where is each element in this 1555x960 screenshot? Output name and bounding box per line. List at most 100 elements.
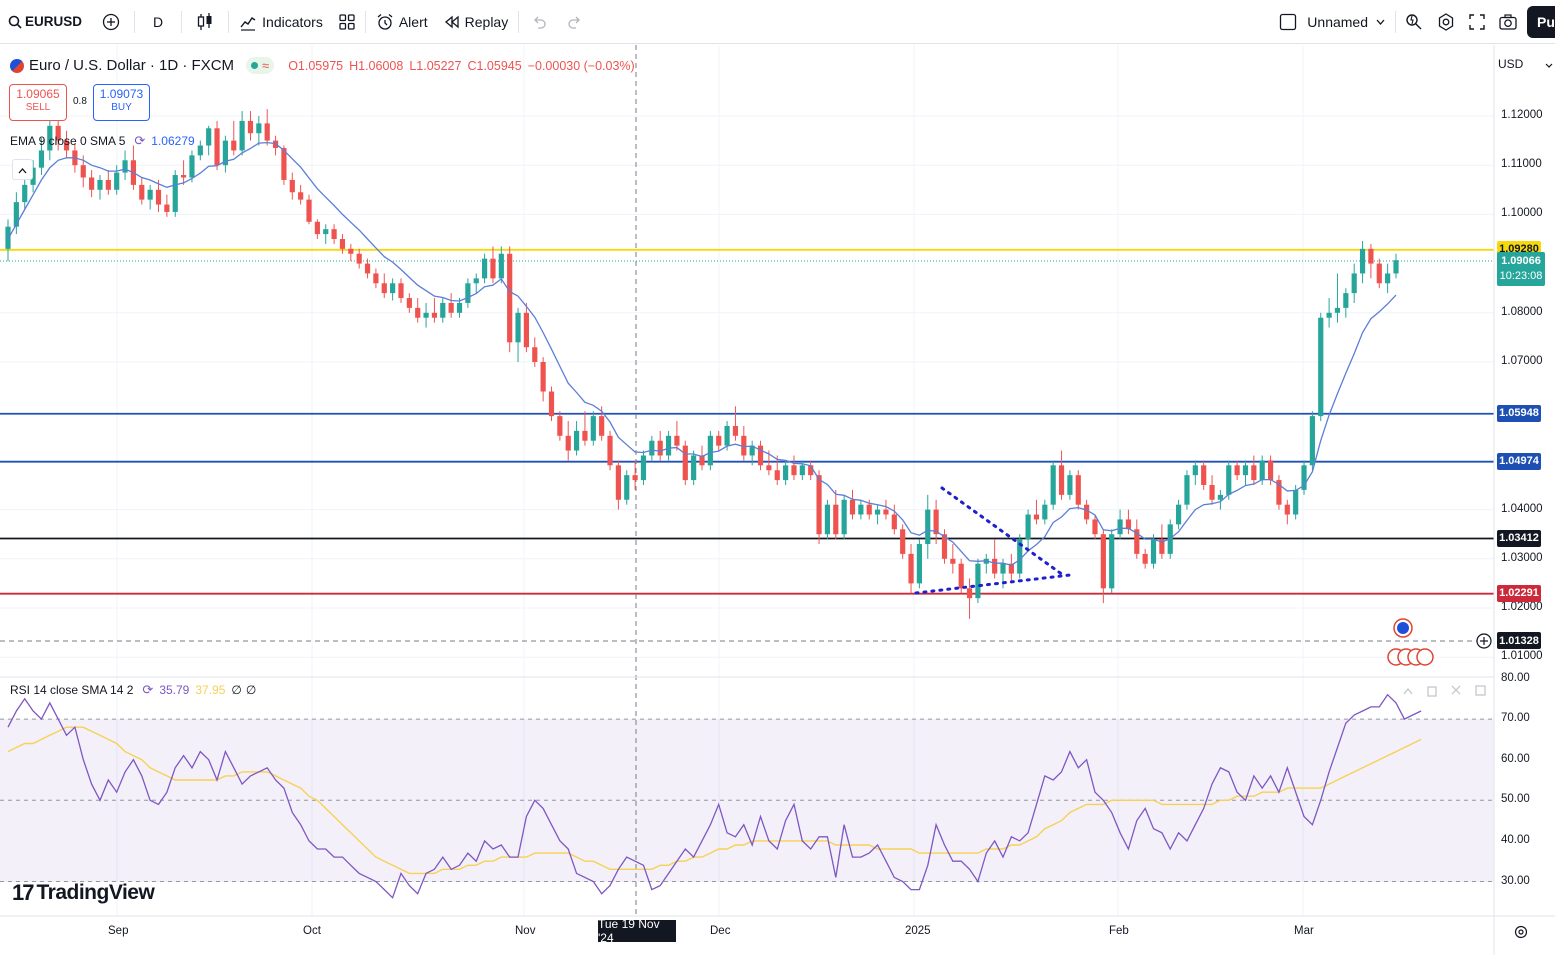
rsi-pane-controls[interactable] <box>1403 685 1486 697</box>
arrow-up-icon[interactable] <box>1403 688 1413 695</box>
layout-checkbox-icon <box>1279 13 1297 31</box>
candle <box>498 246 504 284</box>
candle <box>373 268 379 289</box>
candle <box>247 111 254 141</box>
alert-button[interactable]: Alert <box>368 0 436 44</box>
tradingview-logo[interactable]: 17 TradingView <box>12 880 155 906</box>
economic-events[interactable] <box>1387 618 1434 666</box>
candle <box>139 177 145 205</box>
chart-area[interactable]: Euro / U.S. Dollar · 1D · FXCM ≈ O1.0597… <box>0 45 1555 955</box>
axis-settings-button[interactable] <box>1514 925 1528 944</box>
settings-button[interactable] <box>1430 0 1462 44</box>
symbol-title[interactable]: Euro / U.S. Dollar · 1D · FXCM <box>29 57 235 74</box>
publish-button[interactable]: Pu <box>1527 6 1555 38</box>
rsi-legend[interactable]: RSI 14 close SMA 14 2 ⟳ 35.79 37.95 ∅ ∅ <box>10 682 256 698</box>
chevron-down-icon <box>1376 19 1385 25</box>
candle <box>1017 534 1023 579</box>
candle <box>515 307 521 362</box>
ema-legend[interactable]: EMA 9 close 0 SMA 5 ⟳ 1.06279 <box>10 133 195 149</box>
candle <box>22 175 28 210</box>
candle <box>557 411 563 441</box>
snapshot-button[interactable] <box>1492 0 1527 44</box>
quick-search-button[interactable] <box>1398 0 1430 44</box>
undo-button[interactable] <box>521 0 557 44</box>
symbol-search[interactable]: EURUSD <box>0 0 90 44</box>
candle <box>582 411 588 446</box>
last-price-tag: 1.09066 10:23:08 <box>1497 252 1545 286</box>
candle <box>130 145 137 190</box>
redo-button[interactable] <box>557 0 593 44</box>
toolbar-divider <box>518 10 520 33</box>
horizontal-levels <box>0 248 1494 595</box>
candle <box>189 150 195 183</box>
candle <box>197 140 203 161</box>
currency-selector[interactable]: USD <box>1498 57 1553 71</box>
rsi-sma-line <box>7 726 1422 875</box>
price-axis-label: 1.11000 <box>1501 158 1542 171</box>
sell-button[interactable]: 1.09065 SELL <box>9 84 67 121</box>
crosshair-add-icon[interactable] <box>1476 633 1492 649</box>
candle <box>331 224 337 244</box>
ema-label: EMA 9 close 0 SMA 5 <box>10 134 126 148</box>
candle <box>741 425 747 461</box>
candle <box>364 258 371 279</box>
eu-flag-icon[interactable] <box>1397 622 1409 634</box>
templates-button[interactable] <box>331 0 363 44</box>
candle <box>699 445 705 471</box>
compare-symbol-button[interactable] <box>90 0 132 44</box>
candle <box>1326 298 1332 328</box>
candle <box>682 440 688 485</box>
chart-type-button[interactable] <box>184 0 226 44</box>
candle <box>523 302 530 353</box>
maximize-icon[interactable] <box>1475 685 1486 696</box>
market-status-dot[interactable]: ≈ <box>246 57 275 74</box>
candle <box>532 337 538 367</box>
triangle-lower-trendline[interactable] <box>914 573 1072 595</box>
bar-countdown: 10:23:08 <box>1499 270 1543 282</box>
candle <box>941 529 948 564</box>
candle <box>849 489 856 520</box>
candle <box>482 253 488 284</box>
indicators-button[interactable]: Indicators <box>231 0 331 44</box>
buy-button[interactable]: 1.09073 BUY <box>93 84 150 121</box>
crosshair-date-tag: Tue 19 Nov '24 <box>598 917 676 945</box>
candle <box>356 248 362 269</box>
candle <box>47 120 53 161</box>
replay-label: Replay <box>464 13 509 30</box>
close-icon[interactable] <box>1451 685 1461 695</box>
candle <box>1192 460 1198 485</box>
candle <box>264 109 270 146</box>
candle <box>933 499 939 545</box>
candle <box>1109 529 1115 594</box>
candle <box>707 430 713 471</box>
price-axis-label: 1.08000 <box>1501 305 1543 318</box>
candle <box>1351 263 1357 303</box>
triangle-pattern-drawing[interactable] <box>914 486 1072 595</box>
candle <box>1042 499 1048 525</box>
us-events-group-icon[interactable] <box>1387 648 1434 666</box>
candle <box>114 165 120 195</box>
spread-value: 0.8 <box>73 96 87 107</box>
candle <box>791 455 797 481</box>
layout-button[interactable]: Unnamed <box>1271 0 1393 44</box>
price-chart[interactable] <box>0 45 1555 955</box>
fullscreen-button[interactable] <box>1462 0 1492 44</box>
collapse-legend-button[interactable] <box>12 159 33 180</box>
refresh-icon: ⟳ <box>142 682 154 697</box>
interval-button[interactable]: D <box>137 0 179 44</box>
candle <box>172 170 178 217</box>
candle <box>749 440 755 466</box>
rsi-axis-label: 60.00 <box>1501 752 1530 765</box>
search-icon <box>8 15 22 29</box>
candle <box>674 421 680 451</box>
candle <box>783 460 789 485</box>
candle <box>983 553 989 574</box>
candle <box>1092 514 1098 540</box>
crosshair-date-value: Tue 19 Nov '24 <box>598 917 660 945</box>
replay-button[interactable]: Replay <box>436 0 517 44</box>
trash-icon[interactable] <box>1427 686 1437 697</box>
triangle-upper-trendline[interactable] <box>940 486 1065 577</box>
candle <box>1385 263 1391 294</box>
candle <box>1025 509 1031 549</box>
candle <box>63 130 70 158</box>
